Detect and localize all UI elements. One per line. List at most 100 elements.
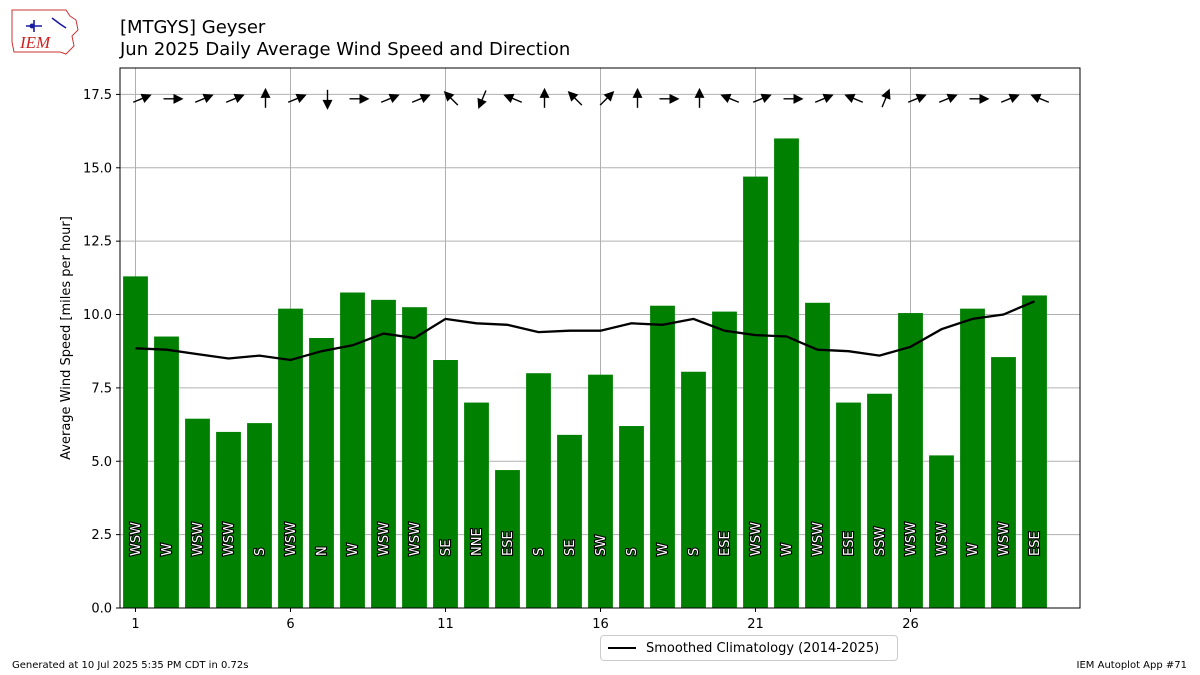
app-note: IEM Autoplot App #71 bbox=[1076, 660, 1187, 671]
y-tick-label: 5.0 bbox=[91, 455, 112, 470]
direction-label: WSW bbox=[935, 522, 950, 556]
x-tick-label: 6 bbox=[286, 617, 294, 632]
bar bbox=[619, 426, 644, 608]
wind-arrow-head bbox=[233, 93, 245, 104]
bar bbox=[185, 418, 210, 608]
bar bbox=[247, 423, 272, 608]
x-tick-label: 16 bbox=[592, 617, 609, 632]
wind-arrow-head bbox=[359, 93, 370, 104]
wind-arrow bbox=[477, 90, 487, 109]
wind-arrow bbox=[694, 87, 705, 108]
bar bbox=[278, 308, 303, 608]
direction-label: SE bbox=[439, 540, 454, 556]
legend-label: Smoothed Climatology (2014-2025) bbox=[646, 640, 880, 656]
bar bbox=[588, 374, 613, 608]
direction-label: N bbox=[315, 546, 330, 556]
wind-arrow-shaft bbox=[1038, 97, 1050, 103]
wind-arrow bbox=[225, 93, 245, 104]
wind-arrow-shaft bbox=[814, 97, 826, 103]
wind-arrow-head bbox=[720, 93, 732, 104]
wind-arrow bbox=[632, 87, 643, 108]
wind-arrow bbox=[752, 93, 772, 104]
direction-label: WSW bbox=[811, 522, 826, 556]
direction-label: S bbox=[532, 548, 547, 556]
wind-arrow bbox=[907, 93, 927, 104]
wind-arrow-shaft bbox=[881, 96, 887, 108]
wind-arrow-shaft bbox=[1000, 97, 1012, 103]
wind-arrow-head bbox=[202, 93, 214, 104]
bar bbox=[991, 357, 1016, 608]
wind-arrow bbox=[659, 93, 680, 104]
y-tick-label: 2.5 bbox=[91, 528, 112, 543]
wind-arrow-head bbox=[822, 93, 834, 104]
bar bbox=[464, 402, 489, 608]
wind-arrow-shaft bbox=[132, 97, 144, 103]
wind-arrow-shaft bbox=[287, 97, 299, 103]
wind-arrow bbox=[503, 93, 523, 104]
direction-label: WSW bbox=[284, 522, 299, 556]
bar bbox=[123, 276, 148, 608]
wind-arrow-shaft bbox=[411, 97, 423, 103]
wind-arrow bbox=[969, 93, 990, 104]
wind-arrow-head bbox=[694, 87, 705, 98]
wind-arrow-head bbox=[946, 93, 958, 104]
x-tick-label: 11 bbox=[437, 617, 454, 632]
y-tick-label: 10.0 bbox=[83, 308, 112, 323]
svg-text:IEM: IEM bbox=[19, 33, 51, 52]
bar bbox=[309, 338, 334, 608]
y-axis-label: Average Wind Speed [miles per hour] bbox=[59, 216, 74, 460]
x-tick-label: 1 bbox=[131, 617, 139, 632]
direction-label: ESE bbox=[842, 531, 857, 556]
chart-title: [MTGYS] Geyser bbox=[120, 17, 266, 38]
wind-arrow-head bbox=[632, 87, 643, 98]
wind-arrows bbox=[132, 87, 1050, 110]
wind-arrow bbox=[599, 91, 615, 106]
wind-arrow bbox=[1030, 93, 1050, 104]
direction-label: S bbox=[253, 548, 268, 556]
direction-label: SSW bbox=[873, 526, 888, 556]
direction-label: ESE bbox=[718, 531, 733, 556]
direction-label: WSW bbox=[904, 522, 919, 556]
legend-line-swatch bbox=[608, 647, 636, 649]
wind-arrow-head bbox=[669, 93, 680, 104]
direction-label: S bbox=[687, 548, 702, 556]
direction-label: WSW bbox=[191, 522, 206, 556]
wind-arrow-head bbox=[881, 88, 891, 100]
wind-arrow bbox=[287, 93, 307, 104]
bar bbox=[743, 176, 768, 608]
y-tick-label: 15.0 bbox=[83, 161, 112, 176]
wind-arrow bbox=[783, 93, 804, 104]
wind-arrow bbox=[322, 89, 333, 110]
direction-labels: WSW W WSW WSW S WSW N W WSW WSW SE NNE ESE S SE SW S W S ES… bbox=[128, 521, 1044, 557]
direction-label: WSW bbox=[222, 522, 237, 556]
y-tick-label: 12.5 bbox=[83, 235, 112, 250]
wind-arrow-head bbox=[260, 87, 271, 98]
direction-label: W bbox=[780, 543, 795, 556]
wind-arrow bbox=[720, 93, 740, 104]
bar bbox=[774, 138, 799, 608]
iem-logo: IEM bbox=[11, 9, 79, 55]
bar bbox=[154, 336, 179, 608]
wind-arrow-shaft bbox=[481, 90, 487, 101]
wind-arrow-head bbox=[979, 93, 990, 104]
direction-label: WSW bbox=[377, 522, 392, 556]
wind-arrow-head bbox=[295, 93, 307, 104]
direction-label: SE bbox=[563, 540, 578, 556]
direction-label: W bbox=[346, 543, 361, 556]
wind-arrow bbox=[194, 93, 214, 104]
direction-label: NNE bbox=[470, 528, 485, 556]
wind-arrow-head bbox=[1008, 93, 1020, 104]
x-tick-label: 21 bbox=[747, 617, 764, 632]
bar bbox=[526, 373, 551, 608]
axes: 0.02.55.07.510.012.515.017.51 6 11 16 21 26 bbox=[83, 88, 919, 632]
wind-arrow bbox=[380, 93, 400, 104]
wind-arrow-head bbox=[503, 93, 515, 104]
direction-label: W bbox=[966, 543, 981, 556]
wind-arrow-head bbox=[322, 99, 333, 110]
wind-arrow bbox=[411, 93, 431, 104]
bar bbox=[433, 360, 458, 608]
bar bbox=[371, 299, 396, 608]
bar bbox=[867, 393, 892, 608]
wind-arrow-shaft bbox=[225, 97, 237, 103]
